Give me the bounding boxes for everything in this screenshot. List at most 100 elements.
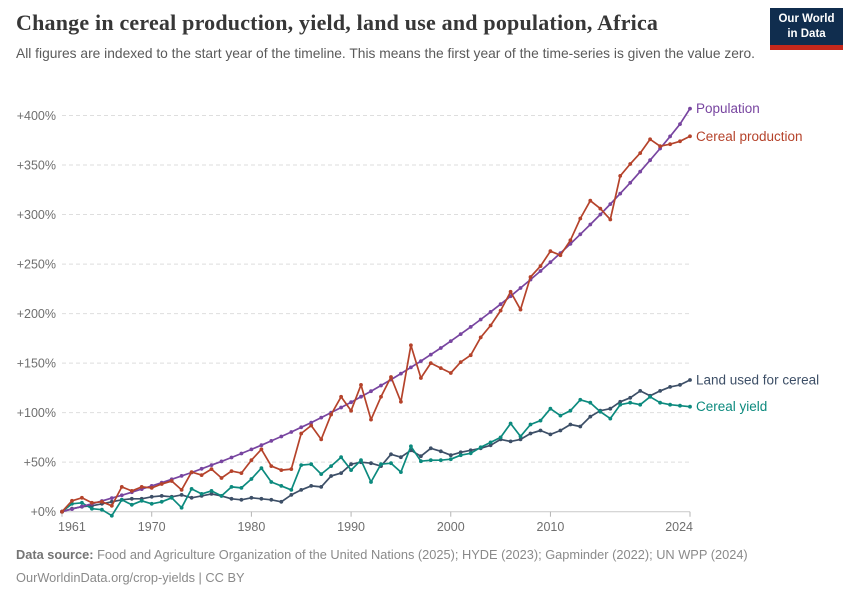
data-point [339, 394, 343, 399]
data-point [419, 454, 423, 459]
y-tick-label: +250% [17, 257, 56, 271]
data-point [80, 500, 84, 505]
data-point [628, 162, 633, 166]
data-point [678, 139, 682, 144]
data-point [448, 371, 453, 375]
data-point [598, 206, 603, 211]
data-point [508, 289, 513, 294]
data-point [269, 497, 274, 502]
data-point [628, 395, 633, 400]
data-point [628, 180, 633, 185]
legend-label-cereal-yield[interactable]: Cereal yield [696, 399, 767, 414]
data-point [189, 495, 194, 500]
data-point [169, 479, 174, 483]
data-point [179, 505, 184, 510]
x-tick-label: 2000 [437, 520, 465, 534]
data-point [648, 394, 652, 399]
data-point [249, 458, 254, 463]
data-point [448, 339, 453, 343]
series-line-cereal-production[interactable] [61, 135, 691, 513]
data-point [259, 443, 264, 448]
series-line-population[interactable] [61, 107, 691, 513]
data-point [269, 439, 274, 443]
data-point [129, 502, 134, 507]
data-point [90, 506, 94, 511]
data-point [129, 489, 134, 493]
series-population[interactable] [60, 106, 692, 514]
data-point [199, 466, 204, 471]
series-land-used-for-cereal[interactable] [60, 378, 692, 514]
data-point [249, 477, 254, 481]
data-point [458, 360, 463, 364]
data-point [568, 408, 573, 413]
data-point [558, 253, 563, 258]
data-point [209, 467, 214, 471]
y-tick-label: +0% [31, 505, 56, 519]
data-point [359, 394, 363, 399]
data-point [309, 420, 314, 425]
data-point [179, 474, 184, 478]
citation-link[interactable]: OurWorldinData.org/crop-yields | CC BY [16, 570, 245, 586]
data-point [179, 488, 184, 492]
data-point [379, 394, 383, 399]
data-point [209, 463, 214, 467]
data-point [608, 217, 613, 222]
data-point [508, 421, 513, 426]
data-point [678, 403, 682, 408]
data-point [159, 499, 164, 504]
data-point [159, 482, 164, 486]
data-point [279, 499, 284, 504]
data-point [60, 509, 64, 514]
data-source-line: Data source: Food and Agriculture Organi… [16, 543, 836, 566]
x-tick-label: 2024 [665, 520, 693, 534]
data-point [129, 496, 134, 501]
data-point [219, 476, 224, 480]
data-point [638, 389, 643, 393]
data-point [608, 406, 613, 411]
data-point [538, 269, 543, 273]
data-point [369, 480, 373, 484]
series-line-land-used-for-cereal[interactable] [61, 379, 691, 513]
chart-footer: Data source: Food and Agriculture Organi… [16, 543, 836, 589]
page-title: Change in cereal production, yield, land… [16, 10, 659, 35]
data-point [349, 462, 353, 467]
data-point [249, 495, 254, 500]
data-point [428, 352, 433, 357]
series-cereal-yield[interactable] [60, 394, 692, 518]
data-source-text: Food and Agriculture Organization of the… [97, 547, 748, 562]
legend-label-land-used-for-cereal[interactable]: Land used for cereal [696, 372, 819, 387]
data-point [369, 417, 373, 422]
data-point [618, 174, 623, 178]
data-point [448, 457, 453, 462]
data-point [588, 400, 593, 405]
data-point [528, 431, 533, 436]
gridlines: +0% +50% +100% +150% +200% +250% +300% +350% +40… [17, 109, 690, 519]
data-point [219, 459, 224, 464]
series-line-cereal-yield[interactable] [61, 395, 691, 517]
data-point [70, 498, 74, 503]
data-point [329, 474, 333, 478]
data-point [259, 496, 264, 501]
data-point [668, 385, 672, 389]
data-point [648, 158, 652, 163]
data-point [209, 492, 214, 496]
legend-label-population[interactable]: Population [696, 101, 760, 116]
data-point [468, 325, 473, 329]
data-point [169, 495, 174, 500]
owid-logo[interactable]: Our World in Data [770, 8, 843, 50]
data-point [548, 406, 553, 411]
data-point [369, 389, 373, 394]
series-cereal-production[interactable] [60, 134, 692, 514]
data-point [518, 434, 523, 439]
data-point [199, 492, 204, 496]
data-point [229, 496, 234, 501]
data-point [359, 458, 363, 463]
data-point [528, 422, 533, 427]
data-source-label: Data source: [16, 547, 94, 562]
legend-label-cereal-production[interactable]: Cereal production [696, 129, 803, 144]
data-point [458, 450, 463, 455]
data-point [259, 447, 264, 452]
data-point [119, 497, 124, 502]
data-point [299, 431, 304, 436]
